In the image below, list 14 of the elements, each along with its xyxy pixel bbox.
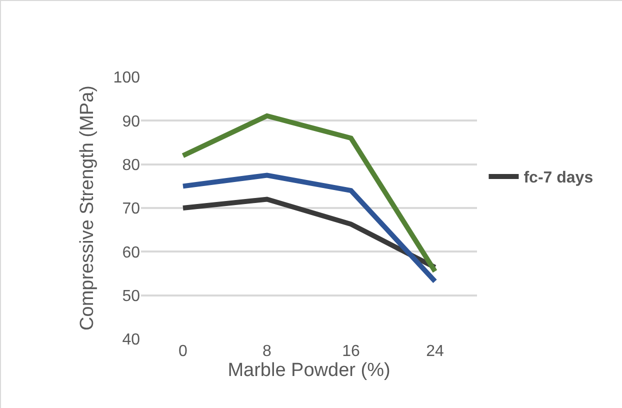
x-axis-title: Marble Powder (%) — [228, 360, 390, 381]
x-tick-label: 0 — [178, 343, 188, 360]
y-axis-title: Compressive Strength (MPa) — [77, 86, 98, 330]
y-tick-label: 70 — [122, 200, 140, 218]
y-tick-label: 60 — [122, 244, 140, 262]
x-tick-label: 24 — [426, 343, 444, 360]
legend-label: fc-7 days — [524, 170, 594, 187]
y-tick-label: 100 — [113, 70, 140, 87]
x-tick-label: 16 — [342, 343, 360, 360]
y-tick-label: 80 — [122, 156, 140, 174]
y-tick-label: 50 — [122, 288, 140, 305]
x-tick-label: 8 — [262, 343, 272, 360]
y-tick-label: 90 — [122, 113, 140, 130]
y-tick-label: 40 — [122, 332, 140, 349]
